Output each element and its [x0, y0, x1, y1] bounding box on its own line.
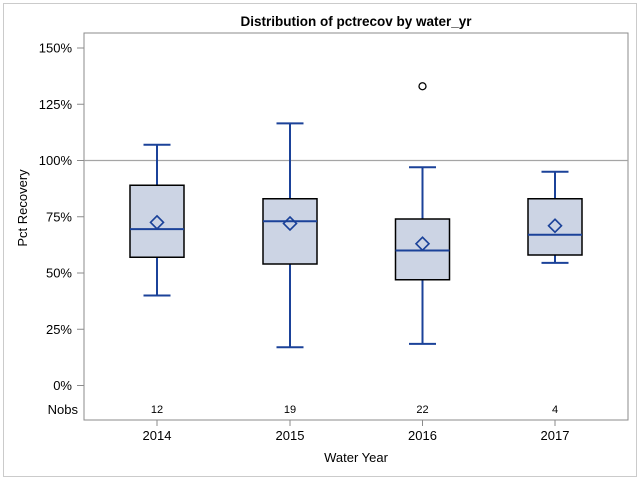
mean-diamond [414, 236, 431, 252]
x-axis-tick-label: 2017 [541, 428, 570, 443]
nobs-row-label: Nobs [48, 402, 79, 417]
y-axis-tick-label: 150% [39, 41, 73, 56]
figure-outer-border [3, 3, 637, 477]
x-axis-tick-label: 2016 [408, 428, 437, 443]
nobs-value: 4 [552, 404, 558, 416]
y-axis-label: Pct Recovery [15, 169, 30, 247]
box-iqr [527, 198, 583, 256]
x-axis-label: Water Year [324, 450, 389, 465]
nobs-value: 22 [416, 404, 428, 416]
mean-diamond [547, 218, 563, 234]
x-axis-tick-label: 2015 [276, 428, 305, 443]
plot-area-frame [83, 32, 629, 421]
y-axis-tick-label: 25% [46, 322, 72, 337]
y-axis-tick-label: 50% [46, 266, 72, 281]
y-axis-tick-label: 100% [39, 153, 73, 168]
y-axis-tick-label: 0% [53, 378, 72, 393]
mean-diamond [282, 215, 298, 232]
y-axis-tick-label: 125% [39, 97, 73, 112]
box-iqr [262, 198, 318, 265]
box-iqr [129, 184, 185, 258]
outlier-point [418, 82, 427, 91]
y-axis-tick-label: 75% [46, 209, 72, 224]
chart-title: Distribution of pctrecov by water_yr [240, 14, 472, 29]
nobs-value: 19 [284, 404, 296, 416]
x-axis-tick-label: 2014 [143, 428, 172, 443]
nobs-value: 12 [151, 404, 163, 416]
plot-marks: 0% 25% 50% 75% 100% 125% 150% 12 2014 19 2015 22 201… [39, 41, 628, 443]
mean-diamond [149, 214, 165, 231]
